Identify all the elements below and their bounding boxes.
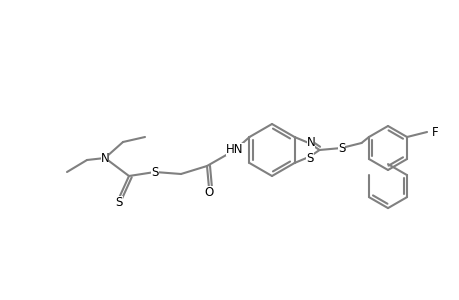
Text: HN: HN	[226, 142, 243, 155]
Text: O: O	[204, 185, 213, 199]
Text: F: F	[431, 125, 438, 139]
Text: S: S	[151, 166, 158, 178]
Text: S: S	[306, 152, 313, 165]
Text: N: N	[306, 136, 315, 149]
Text: N: N	[101, 152, 109, 164]
Text: S: S	[115, 196, 123, 208]
Text: S: S	[337, 142, 344, 154]
